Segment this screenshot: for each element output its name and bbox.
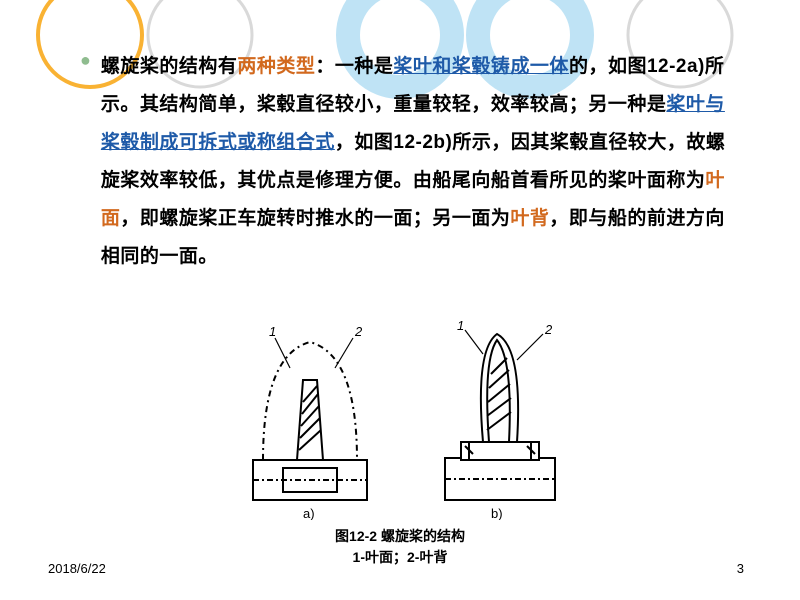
bullet-icon: ● [80, 50, 91, 71]
slide-content: ● 螺旋桨的结构有两种类型：一种是桨叶和桨毂铸成一体的，如图12-2a)所示。其… [0, 0, 800, 276]
label-a: a) [303, 506, 315, 520]
label-b: b) [491, 506, 503, 520]
footer-date: 2018/6/22 [48, 561, 106, 576]
caption-line-2: 1-叶面；2-叶背 [0, 547, 800, 568]
highlight-orange: 两种类型 [237, 56, 315, 77]
text: ：一种是 [315, 56, 393, 77]
caption-line-1: 图12-2 螺旋桨的结构 [0, 526, 800, 547]
label-2: 2 [544, 322, 553, 337]
figure-caption: 图12-2 螺旋桨的结构 1-叶面；2-叶背 [0, 526, 800, 568]
label-2: 2 [354, 324, 363, 339]
body-paragraph: 螺旋桨的结构有两种类型：一种是桨叶和桨毂铸成一体的，如图12-2a)所示。其结构… [101, 48, 740, 276]
text: ，即螺旋桨正车旋转时推水的一面；另一面为 [120, 208, 510, 229]
diagrams-row: 1 2 a) [0, 320, 800, 520]
label-1: 1 [457, 320, 464, 333]
highlight-blue-underline: 桨叶和桨毂铸成一体 [393, 56, 569, 77]
label-1: 1 [269, 324, 276, 339]
footer-page: 3 [737, 561, 744, 576]
diagram-b: 1 2 b) [425, 320, 575, 520]
text: 螺旋桨的结构有 [101, 56, 238, 77]
diagram-a: 1 2 a) [225, 320, 395, 520]
figure-area: 1 2 a) [0, 320, 800, 568]
highlight-orange: 叶背 [510, 208, 549, 229]
